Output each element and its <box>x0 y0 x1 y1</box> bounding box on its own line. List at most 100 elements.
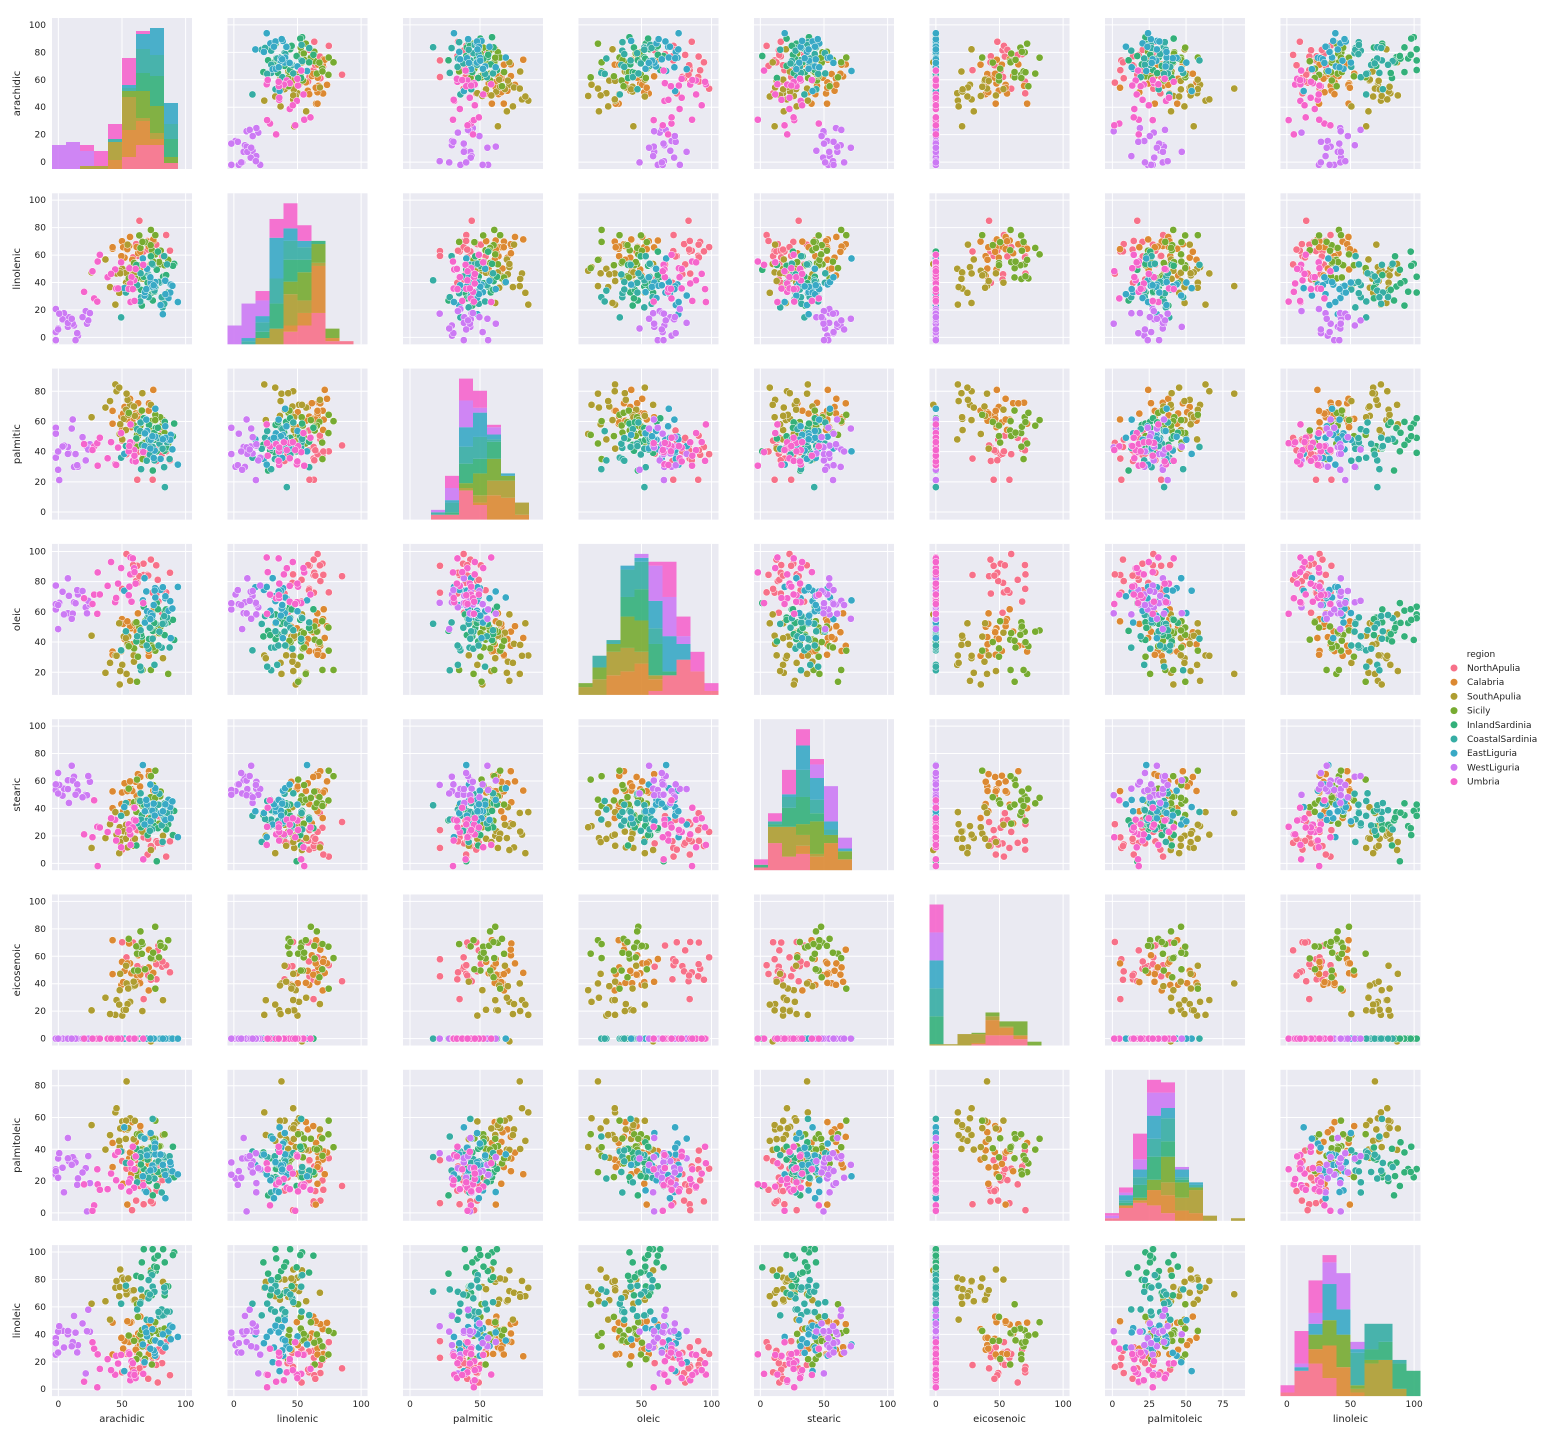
scatter-point <box>789 250 798 259</box>
scatter-point <box>765 288 774 297</box>
scatter-point <box>753 115 762 124</box>
scatter-point <box>464 35 472 43</box>
scatter-point <box>1130 105 1139 113</box>
scatter-point <box>789 113 798 122</box>
scatter-point <box>127 597 136 606</box>
scatter-point <box>112 594 120 602</box>
scatter-point <box>610 72 618 81</box>
scatter-point <box>449 137 458 146</box>
scatter-point <box>1301 113 1310 122</box>
scatter-point <box>770 122 779 131</box>
scatter-point <box>932 93 940 102</box>
scatter-point <box>1144 29 1152 38</box>
scatter-point <box>285 582 294 590</box>
scatter-point <box>139 448 148 456</box>
histogram-bar <box>297 259 312 273</box>
scatter-point <box>1153 143 1161 152</box>
scatter-point <box>1145 132 1154 140</box>
scatter-point <box>1127 285 1136 293</box>
scatter-point <box>88 600 97 608</box>
histogram-bar <box>445 475 459 488</box>
histogram-bar <box>108 160 122 169</box>
scatter-point <box>323 81 331 89</box>
scatter-point <box>324 429 333 437</box>
scatter-point <box>810 264 819 273</box>
scatter-point <box>776 45 785 54</box>
scatter-point <box>829 309 837 318</box>
scatter-point <box>298 419 306 428</box>
scatter-point <box>122 389 131 398</box>
scatter-point <box>771 240 779 249</box>
scatter-point <box>777 95 786 104</box>
scatter-point <box>676 161 684 169</box>
scatter-point <box>1406 50 1415 59</box>
scatter-point <box>1160 415 1168 424</box>
scatter-point <box>1169 34 1178 43</box>
scatter-point <box>829 137 838 146</box>
scatter-point <box>1155 288 1164 297</box>
scatter-point <box>847 143 855 152</box>
histogram-bar <box>269 328 284 345</box>
scatter-point <box>481 264 490 273</box>
histogram-bar <box>431 514 445 520</box>
scatter-point <box>149 601 158 609</box>
scatter-point <box>237 601 246 609</box>
scatter-point <box>252 476 260 484</box>
scatter-point <box>814 231 823 240</box>
scatter-point <box>447 44 456 52</box>
histogram-bar <box>255 291 270 301</box>
scatter-point <box>248 587 257 595</box>
scatter-point <box>1328 404 1336 413</box>
scatter-point <box>619 82 628 91</box>
scatter-point <box>832 81 841 89</box>
scatter-point <box>809 238 818 246</box>
scatter-point <box>1298 240 1306 248</box>
scatter-point <box>794 216 803 225</box>
scatter-point <box>1370 59 1379 68</box>
scatter-point <box>1155 336 1163 345</box>
scatter-point <box>141 429 149 438</box>
scatter-point <box>453 63 462 71</box>
scatter-point <box>1177 65 1186 74</box>
scatter-point <box>785 93 794 102</box>
scatter-point <box>1157 252 1165 260</box>
scatter-point <box>252 157 260 166</box>
scatter-point <box>140 574 149 583</box>
scatter-point <box>238 625 246 633</box>
histogram-bar <box>283 203 298 229</box>
scatter-point <box>1383 387 1392 396</box>
scatter-point <box>932 483 940 491</box>
scatter-point <box>670 132 679 140</box>
scatter-point <box>820 139 828 148</box>
scatter-point <box>1017 231 1025 240</box>
scatter-point <box>1023 256 1031 264</box>
scatter-point <box>510 240 518 249</box>
scatter-point <box>137 465 145 474</box>
scatter-point <box>1160 265 1169 273</box>
scatter-point <box>1315 418 1324 427</box>
scatter-point <box>976 60 985 69</box>
panel-oleic-palmitic <box>403 543 543 695</box>
scatter-point <box>274 415 283 424</box>
scatter-point <box>245 126 254 134</box>
scatter-point <box>642 83 651 92</box>
scatter-point <box>1300 101 1309 110</box>
scatter-point <box>87 631 96 640</box>
scatter-point <box>1412 414 1421 423</box>
scatter-point <box>1367 439 1375 448</box>
scatter-point <box>289 418 298 427</box>
scatter-point <box>1296 451 1304 460</box>
scatter-point <box>71 450 80 458</box>
scatter-point <box>54 625 62 633</box>
scatter-point <box>805 419 813 428</box>
panel-arachidic-oleic <box>578 18 719 169</box>
scatter-point <box>667 447 675 456</box>
scatter-point <box>1351 252 1360 261</box>
scatter-point <box>670 415 679 424</box>
scatter-point <box>1329 37 1338 45</box>
scatter-point <box>108 407 117 415</box>
scatter-point <box>1230 84 1239 93</box>
scatter-point <box>777 284 786 293</box>
scatter-point <box>696 66 705 75</box>
scatter-point <box>1302 216 1311 225</box>
